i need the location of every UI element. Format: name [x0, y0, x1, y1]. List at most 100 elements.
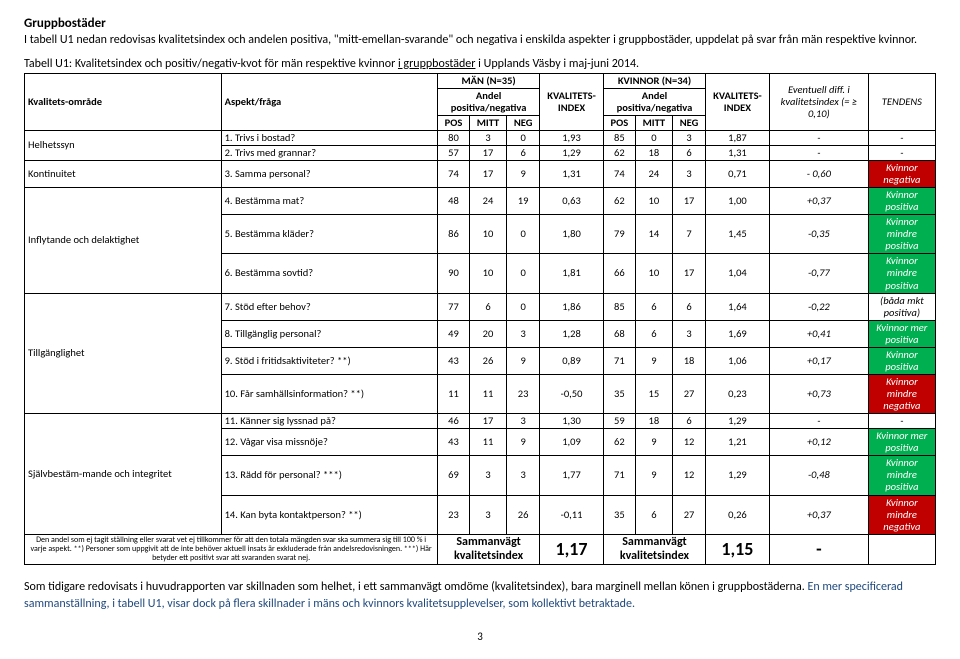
val-m: 0	[507, 293, 540, 320]
diff: -0,22	[770, 293, 869, 320]
table-foot: Den andel som ej tagit ställning eller s…	[25, 534, 936, 565]
tendens: Kvinnor positiva	[868, 347, 935, 374]
diff: +0,17	[770, 347, 869, 374]
tendens: (båda mkt positiva)	[868, 293, 935, 320]
val-m: 43	[438, 347, 469, 374]
tendens: Kvinnor mindre positiva	[868, 254, 935, 293]
col-diff: Eventuell diff. i kvalitetsindex (= ≥ 0,…	[770, 73, 869, 130]
index-k: 0,23	[705, 374, 769, 413]
val-m: 6	[507, 145, 540, 160]
val-m: 3	[469, 456, 507, 495]
val-k: 7	[673, 215, 706, 254]
tendens: -	[868, 414, 935, 429]
val-k: 24	[635, 160, 673, 187]
val-m: 24	[469, 188, 507, 215]
diff: -	[770, 145, 869, 160]
val-k: 62	[604, 429, 635, 456]
val-m: 90	[438, 254, 469, 293]
val-m: 3	[507, 456, 540, 495]
caption-underlined: i gruppbostäder	[398, 57, 475, 71]
val-k: 12	[673, 456, 706, 495]
index-m: 1,80	[539, 215, 603, 254]
index-m: -0,11	[539, 495, 603, 534]
index-k: 0,26	[705, 495, 769, 534]
val-m: 23	[507, 374, 540, 413]
summary-diff: -	[770, 534, 869, 565]
val-k: 6	[673, 414, 706, 429]
val-k: 6	[673, 293, 706, 320]
val-k: 85	[604, 293, 635, 320]
val-k: 17	[673, 188, 706, 215]
page-title: Gruppbostäder	[24, 16, 936, 31]
question: 4. Bestämma mat?	[221, 188, 438, 215]
val-k: 3	[673, 320, 706, 347]
val-k: 9	[635, 456, 673, 495]
diff: -	[770, 414, 869, 429]
body-text: Som tidigare redovisats i huvudrapporten…	[24, 579, 936, 611]
index-m: -0,50	[539, 374, 603, 413]
tendens: Kvinnor mindre positiva	[868, 456, 935, 495]
table-row: Kontinuitet3. Samma personal?741791,3174…	[25, 160, 936, 187]
table-row: Inflytande och delaktighet4. Bestämma ma…	[25, 188, 936, 215]
index-m: 0,89	[539, 347, 603, 374]
index-k: 1,21	[705, 429, 769, 456]
val-k: 18	[673, 347, 706, 374]
index-m: 1,81	[539, 254, 603, 293]
val-k: 66	[604, 254, 635, 293]
val-k: 27	[673, 374, 706, 413]
col-man: MÄN (N=35)	[438, 73, 540, 88]
table-head: Kvalitets-område Aspekt/fråga MÄN (N=35)…	[25, 73, 936, 130]
table-row: Självbestäm-mande och integritet11. Känn…	[25, 414, 936, 429]
tendens: Kvinnor mer positiva	[868, 429, 935, 456]
val-k: 3	[673, 160, 706, 187]
val-k: 12	[673, 429, 706, 456]
col-omrade: Kvalitets-område	[25, 73, 222, 130]
val-k: 35	[604, 374, 635, 413]
question: 11. Känner sig lyssnad på?	[221, 414, 438, 429]
area-label: Kontinuitet	[25, 160, 222, 187]
val-m: 19	[507, 188, 540, 215]
index-k: 1,00	[705, 188, 769, 215]
val-m: 69	[438, 456, 469, 495]
index-k: 1,29	[705, 414, 769, 429]
val-m: 10	[469, 254, 507, 293]
val-k: 79	[604, 215, 635, 254]
footnote: Den andel som ej tagit ställning eller s…	[25, 534, 438, 565]
index-k: 1,69	[705, 320, 769, 347]
index-k: 1,45	[705, 215, 769, 254]
index-k: 1,64	[705, 293, 769, 320]
val-k: 62	[604, 188, 635, 215]
index-m: 0,63	[539, 188, 603, 215]
val-k: 71	[604, 456, 635, 495]
question: 5. Bestämma kläder?	[221, 215, 438, 254]
val-k: 6	[673, 145, 706, 160]
index-k: 1,29	[705, 456, 769, 495]
val-k: 17	[673, 254, 706, 293]
diff: +0,37	[770, 495, 869, 534]
index-m: 1,31	[539, 160, 603, 187]
question: 7. Stöd efter behov?	[221, 293, 438, 320]
val-m: 10	[469, 215, 507, 254]
val-m: 20	[469, 320, 507, 347]
body-1: Som tidigare redovisats i huvudrapporten…	[24, 580, 807, 594]
val-k: 6	[635, 495, 673, 534]
val-k: 71	[604, 347, 635, 374]
val-k: 74	[604, 160, 635, 187]
index-m: 1,09	[539, 429, 603, 456]
tendens: Kvinnor positiva	[868, 188, 935, 215]
col-mitt-m: MITT	[469, 115, 507, 130]
index-m: 1,29	[539, 145, 603, 160]
val-m: 11	[469, 429, 507, 456]
table-body: Helhetssyn1. Trivs i bostad?80301,938503…	[25, 130, 936, 534]
val-m: 43	[438, 429, 469, 456]
summary-label-m: Sammanvägt kvalitetsindex	[438, 534, 540, 565]
col-aspekt: Aspekt/fråga	[221, 73, 438, 130]
col-pos-m: POS	[438, 115, 469, 130]
col-neg-m: NEG	[507, 115, 540, 130]
val-m: 0	[507, 254, 540, 293]
val-m: 23	[438, 495, 469, 534]
diff: - 0,60	[770, 160, 869, 187]
val-k: 62	[604, 145, 635, 160]
col-kvinnor: KVINNOR (N=34)	[604, 73, 706, 88]
val-k: 27	[673, 495, 706, 534]
